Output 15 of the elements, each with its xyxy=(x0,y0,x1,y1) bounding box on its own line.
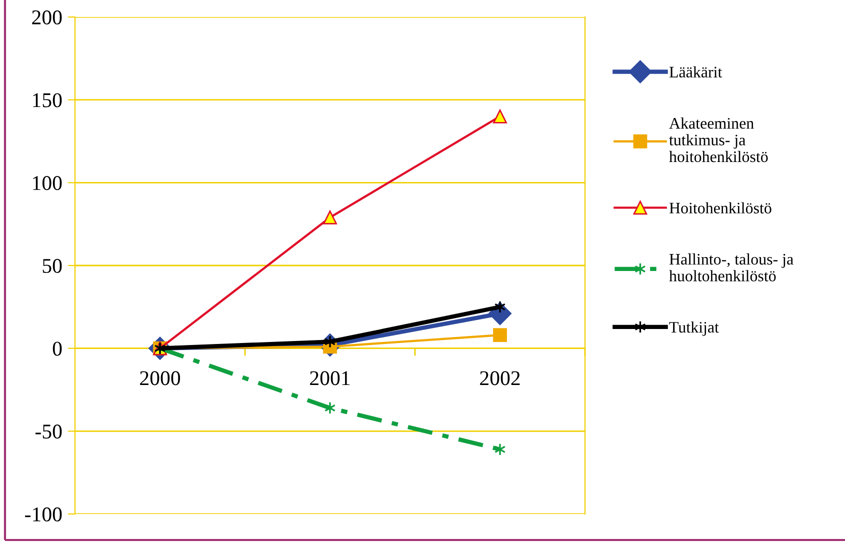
y-tick-label: -100 xyxy=(25,507,62,522)
x-tick-label: 2002 xyxy=(480,371,520,386)
y-tick-label: 50 xyxy=(42,258,62,273)
y-tick-label: 200 xyxy=(32,10,62,24)
x-tick-label: 2001 xyxy=(310,371,350,386)
legend-label: Tutkijat xyxy=(669,321,719,336)
y-tick-label: -50 xyxy=(36,424,62,439)
legend-label: Akateeminen tutkimus- ja hoitohenkilöstö xyxy=(669,117,768,162)
x-tick-label: 2000 xyxy=(140,371,180,386)
legend-label: Hoitohenkilöstö xyxy=(669,202,772,214)
legend-label: Lääkärit xyxy=(669,66,722,78)
y-tick-label: 150 xyxy=(33,93,62,108)
y-tick-label: 100 xyxy=(33,176,62,190)
legend-label: Hallinto-, talous- ja huoltohenkilöstö xyxy=(669,253,794,282)
y-tick-label: 0 xyxy=(52,342,62,356)
